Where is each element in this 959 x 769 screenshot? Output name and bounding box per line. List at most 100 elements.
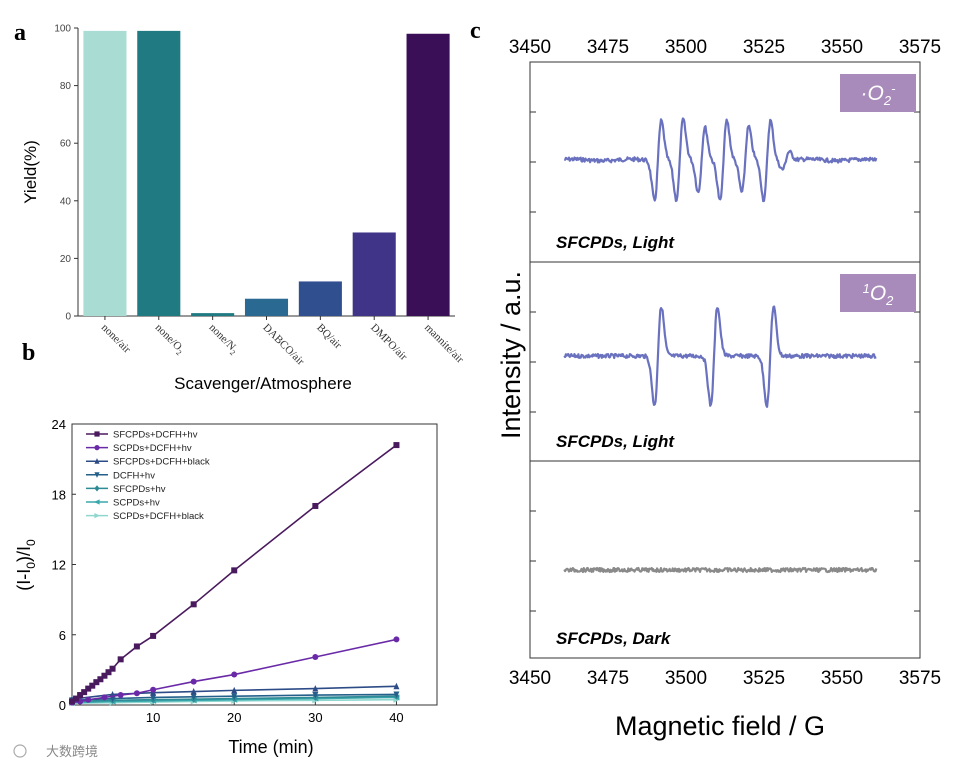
top-x-tick-label: 3525 <box>743 37 785 58</box>
data-point <box>231 693 238 700</box>
bar-none-N2 <box>191 313 235 316</box>
y-axis-title: (I-I0)/I0 <box>14 539 38 591</box>
epr-trace-1 <box>563 117 878 203</box>
top-x-tick-label: 3475 <box>587 37 629 58</box>
epr-trace-2 <box>563 305 877 408</box>
legend-item: DCFH+hv <box>86 470 155 481</box>
axis-ticks: 3450 3450 3475 3475 3500 3500 3525 3525 3550 3550… <box>509 37 941 689</box>
y-tick-label: 100 <box>54 24 71 35</box>
x-axis-title: Magnetic field / G <box>615 711 825 741</box>
badge-text: ·O2- <box>861 81 897 108</box>
legend-label: SCPDs+DCFH+hv <box>113 443 192 454</box>
y-tick-label: 0 <box>65 312 71 323</box>
data-point <box>73 695 80 702</box>
bars <box>83 30 450 316</box>
axis-ticks: 10 20 30 40 0 6 12 18 24 <box>52 417 404 725</box>
watermark-text: 大数跨境 <box>46 744 98 759</box>
category-label: BQ/air <box>314 322 344 352</box>
y-axis-title: Yield(%) <box>21 140 40 204</box>
epr-trace-3 <box>563 566 878 574</box>
data-point <box>85 696 92 703</box>
legend-label: DCFH+hv <box>113 470 155 481</box>
bar-none-air <box>83 30 127 316</box>
data-point <box>94 445 100 451</box>
series-sfcpds-dcfh-hv <box>69 442 400 705</box>
bottom-x-tick-label: 3500 <box>665 668 707 689</box>
x-tick-label: 20 <box>227 710 241 725</box>
species-badge: ·O2- <box>840 74 916 112</box>
data-point <box>94 472 100 478</box>
y-tick-label: 80 <box>60 81 72 92</box>
legend-item: SFCPDs+DCFH+hv <box>86 430 198 441</box>
badge-background <box>840 74 916 112</box>
bottom-x-tick-label: 3525 <box>743 668 785 689</box>
data-point <box>190 601 197 608</box>
top-x-tick-label: 3500 <box>665 37 707 58</box>
data-point <box>312 692 319 699</box>
badge-text: 1O2 <box>863 281 895 308</box>
data-point <box>117 656 124 663</box>
legend-label: SCPDs+hv <box>113 498 160 509</box>
panel-letter-b: b <box>22 340 35 366</box>
bar-mannite-air <box>406 33 450 316</box>
x-tick-label: 40 <box>389 710 403 725</box>
bar-DMPO-air <box>352 232 396 316</box>
legend-label: SFCPDs+DCFH+hv <box>113 430 198 441</box>
bar-chart-yield: 0 20 40 60 80 100 none/air none/O2 none/N2 DABCO… <box>21 24 466 394</box>
top-x-tick-label: 3575 <box>899 37 941 58</box>
data-point <box>190 693 197 701</box>
bar-none-O2 <box>137 30 181 316</box>
legend-label: SCPDs+DCFH+black <box>113 511 204 522</box>
data-point <box>81 689 88 696</box>
y-tick-label: 12 <box>52 558 66 573</box>
y-axis-title: Intensity / a.u. <box>496 271 526 439</box>
data-point <box>133 643 140 650</box>
y-tick-label: 6 <box>59 628 66 643</box>
data-point <box>109 665 116 672</box>
data-point <box>231 686 238 694</box>
data-point <box>231 671 238 678</box>
x-axis-title: Scavenger/Atmosphere <box>174 374 352 393</box>
data-point <box>77 692 84 699</box>
y-tick-label: 24 <box>52 417 66 432</box>
bottom-x-tick-label: 3575 <box>899 668 941 689</box>
data-point <box>393 682 400 690</box>
y-tick-label: 40 <box>60 196 72 207</box>
data-point <box>94 458 100 464</box>
y-ticks: 0 20 40 60 80 100 <box>54 24 78 323</box>
legend-item: SCPDs+DCFH+hv <box>86 443 192 454</box>
category-label: DMPO/air <box>368 322 410 364</box>
data-point <box>97 676 104 683</box>
data-point <box>94 431 100 437</box>
bottom-x-tick-label: 3450 <box>509 668 551 689</box>
data-point <box>117 692 124 699</box>
subplot-label: SFCPDs, Light <box>556 432 675 451</box>
data-point <box>101 672 108 679</box>
category-label: none/O2 <box>151 322 187 358</box>
data-point <box>393 691 400 698</box>
legend: SFCPDs+DCFH+hv SCPDs+DCFH+hv SFCPDs+DCFH+b… <box>86 430 210 522</box>
spectra-traces <box>563 117 878 574</box>
top-x-tick-label: 3550 <box>821 37 863 58</box>
epr-spectra: 3450 3450 3475 3475 3500 3500 3525 3525 3550 3550… <box>496 37 941 741</box>
data-point <box>85 685 92 692</box>
data-point <box>105 669 112 676</box>
subplot-labels: SFCPDs, Light ·O2- SFCPDs, Light 1O2 SFCPDs,… <box>556 74 916 648</box>
category-label: none/N2 <box>205 322 241 358</box>
panel-letter-c: c <box>470 18 481 44</box>
bottom-x-tick-label: 3550 <box>821 668 863 689</box>
y-tick-label: 18 <box>52 487 66 502</box>
top-x-tick-label: 3450 <box>509 37 551 58</box>
x-axis-title: Time (min) <box>228 737 313 757</box>
data-point <box>101 694 108 701</box>
data-point <box>190 688 197 695</box>
data-point <box>312 653 319 660</box>
data-point <box>150 632 157 639</box>
bar-BQ-air <box>298 281 342 316</box>
bar-DABCO-air <box>244 298 289 316</box>
data-point <box>231 567 238 574</box>
y-tick-label: 20 <box>60 254 72 265</box>
x-tick-label: 30 <box>308 710 322 725</box>
category-label: none/air <box>99 322 133 356</box>
